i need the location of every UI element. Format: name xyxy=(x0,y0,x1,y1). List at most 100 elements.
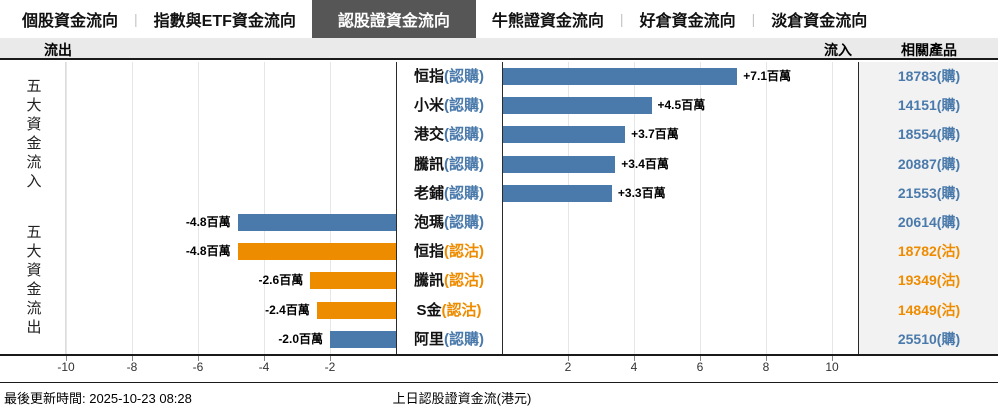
gridline xyxy=(132,62,133,354)
tab-3[interactable]: 牛熊證資金流向 xyxy=(491,13,604,30)
chart-header-strip: 流出 流入 相關產品 xyxy=(0,38,998,60)
chart-row: +4.5百萬 小米(認購) xyxy=(66,91,858,120)
category-name: S金 xyxy=(416,301,442,319)
tab-separator: | xyxy=(619,11,624,27)
axis-tick-mark xyxy=(568,356,569,361)
category-type: (認購) xyxy=(444,330,484,348)
category-name: 騰訊 xyxy=(413,155,444,173)
related-product-link[interactable]: 18783(購) xyxy=(897,68,961,84)
gridline xyxy=(66,62,67,354)
plot-area: +7.1百萬 恒指(認購) +4.5百萬 小米(認購) +3.7百萬 港交(認購) +3.4… xyxy=(66,62,858,354)
axis-tick-label: 8 xyxy=(762,360,770,374)
axis-tick-label: -6 xyxy=(192,360,204,374)
category-label: 泡瑪(認購) xyxy=(396,208,502,237)
axis-tick-mark xyxy=(66,356,67,361)
category-label: 港交(認購) xyxy=(396,120,502,149)
category-name: 港交 xyxy=(413,126,444,144)
category-type: (認購) xyxy=(444,155,484,173)
flow-bar xyxy=(503,155,616,173)
chart-row: -2.6百萬 騰訊(認沽) xyxy=(66,266,858,295)
flow-bar xyxy=(310,272,396,290)
category-type: (認沽) xyxy=(444,243,484,261)
axis-tick-label: 10 xyxy=(825,360,839,374)
zero-axis-line xyxy=(396,62,397,354)
gridline xyxy=(700,62,701,354)
chart-row: +3.4百萬 騰訊(認購) xyxy=(66,150,858,179)
tab-1[interactable]: 指數與ETF資金流向 xyxy=(153,13,296,30)
category-label: 恒指(認沽) xyxy=(396,237,502,266)
category-name: 騰訊 xyxy=(413,272,444,290)
inflow-section-label: 五大資金流入 xyxy=(24,78,42,192)
axis-tick-mark xyxy=(634,356,635,361)
flow-bar xyxy=(503,184,612,202)
related-product-link[interactable]: 14151(購) xyxy=(897,97,961,114)
related-product-link[interactable]: 25510(購) xyxy=(897,330,961,347)
related-product-link[interactable]: 14849(沽) xyxy=(897,301,961,318)
category-label: 老鋪(認購) xyxy=(396,179,502,208)
inflow-header-label: 流入 xyxy=(824,42,852,58)
outflow-header-label: 流出 xyxy=(44,42,72,58)
chart-row: +3.3百萬 老鋪(認購) xyxy=(66,179,858,208)
category-type: (認購) xyxy=(444,97,484,115)
related-product-link[interactable]: 20887(購) xyxy=(897,155,961,172)
category-label: S金(認沽) xyxy=(396,296,502,325)
category-type: (認購) xyxy=(444,126,484,144)
bar-value-label: +3.7百萬 xyxy=(631,127,679,142)
tab-2[interactable]: 認股證資金流向 xyxy=(311,0,476,38)
related-product-link[interactable]: 19349(沽) xyxy=(897,272,961,289)
category-type: (認沽) xyxy=(441,301,482,319)
fund-flow-chart: 五大資金流入 五大資金流出 +7.1百萬 恒指(認購) +4.5百萬 小米(認購) +3… xyxy=(0,62,998,354)
flow-bar xyxy=(503,97,652,115)
gridline xyxy=(634,62,635,354)
tab-bar: 個股資金流向 | 指數與ETF資金流向 認股證資金流向 牛熊證資金流向 | 好倉資金流向 | 淡… xyxy=(0,0,998,38)
related-product-link[interactable]: 18782(沽) xyxy=(897,243,961,260)
bar-value-label: -4.8百萬 xyxy=(185,244,231,259)
axis-tick-label: 6 xyxy=(696,360,704,374)
gridline xyxy=(198,62,199,354)
gridline xyxy=(264,62,265,354)
x-axis-title: 上日認股證資金流(港元) xyxy=(392,391,532,406)
category-name: 恒指 xyxy=(413,243,444,261)
flow-bar xyxy=(503,68,738,85)
category-label: 恒指(認購) xyxy=(396,62,502,91)
chart-row: -2.4百萬 S金(認沽) xyxy=(66,296,858,325)
inflow-section: 五大資金流入 xyxy=(0,62,66,208)
axis-tick-mark xyxy=(832,356,833,361)
gridline xyxy=(832,62,833,354)
bar-value-label: +4.5百萬 xyxy=(657,98,706,113)
chart-row: -2.0百萬 阿里(認購) xyxy=(66,325,858,354)
related-product-link[interactable]: 20614(購) xyxy=(897,214,961,230)
category-type: (認購) xyxy=(444,214,484,231)
bar-value-label: +3.3百萬 xyxy=(617,185,666,200)
axis-tick-label: -2 xyxy=(324,360,336,374)
related-product-link[interactable]: 18554(購) xyxy=(897,126,961,143)
last-updated-timestamp: 最後更新時間: 2025-10-23 08:28 xyxy=(4,391,192,406)
tab-0[interactable]: 個股資金流向 xyxy=(22,13,119,30)
axis-tick-label: 4 xyxy=(630,360,638,374)
tab-5[interactable]: 淡倉資金流向 xyxy=(771,13,868,30)
zero-axis-line xyxy=(502,62,503,354)
category-name: 小米 xyxy=(413,97,444,115)
bar-value-label: -2.6百萬 xyxy=(258,273,304,288)
category-type: (認沽) xyxy=(444,272,484,290)
flow-bar xyxy=(316,301,396,319)
tab-4[interactable]: 好倉資金流向 xyxy=(639,13,736,30)
category-name: 阿里 xyxy=(413,330,444,348)
category-label: 騰訊(認沽) xyxy=(396,266,502,295)
bar-value-label: -4.8百萬 xyxy=(185,215,231,229)
flow-bar xyxy=(503,126,626,144)
related-product-link[interactable]: 21553(購) xyxy=(897,184,961,201)
axis-tick-label: -10 xyxy=(57,360,75,374)
axis-tick-label: 2 xyxy=(564,360,572,374)
category-label: 騰訊(認購) xyxy=(396,150,502,179)
tab-separator: | xyxy=(134,11,138,27)
category-type: (認購) xyxy=(444,68,484,85)
chart-row: +7.1百萬 恒指(認購) xyxy=(66,62,858,91)
flow-bar xyxy=(237,214,396,231)
bar-value-label: +3.4百萬 xyxy=(621,156,669,171)
chart-row: +3.7百萬 港交(認購) xyxy=(66,120,858,149)
axis-tick-mark xyxy=(198,356,199,361)
category-type: (認購) xyxy=(444,184,484,202)
axis-tick-mark xyxy=(766,356,767,361)
